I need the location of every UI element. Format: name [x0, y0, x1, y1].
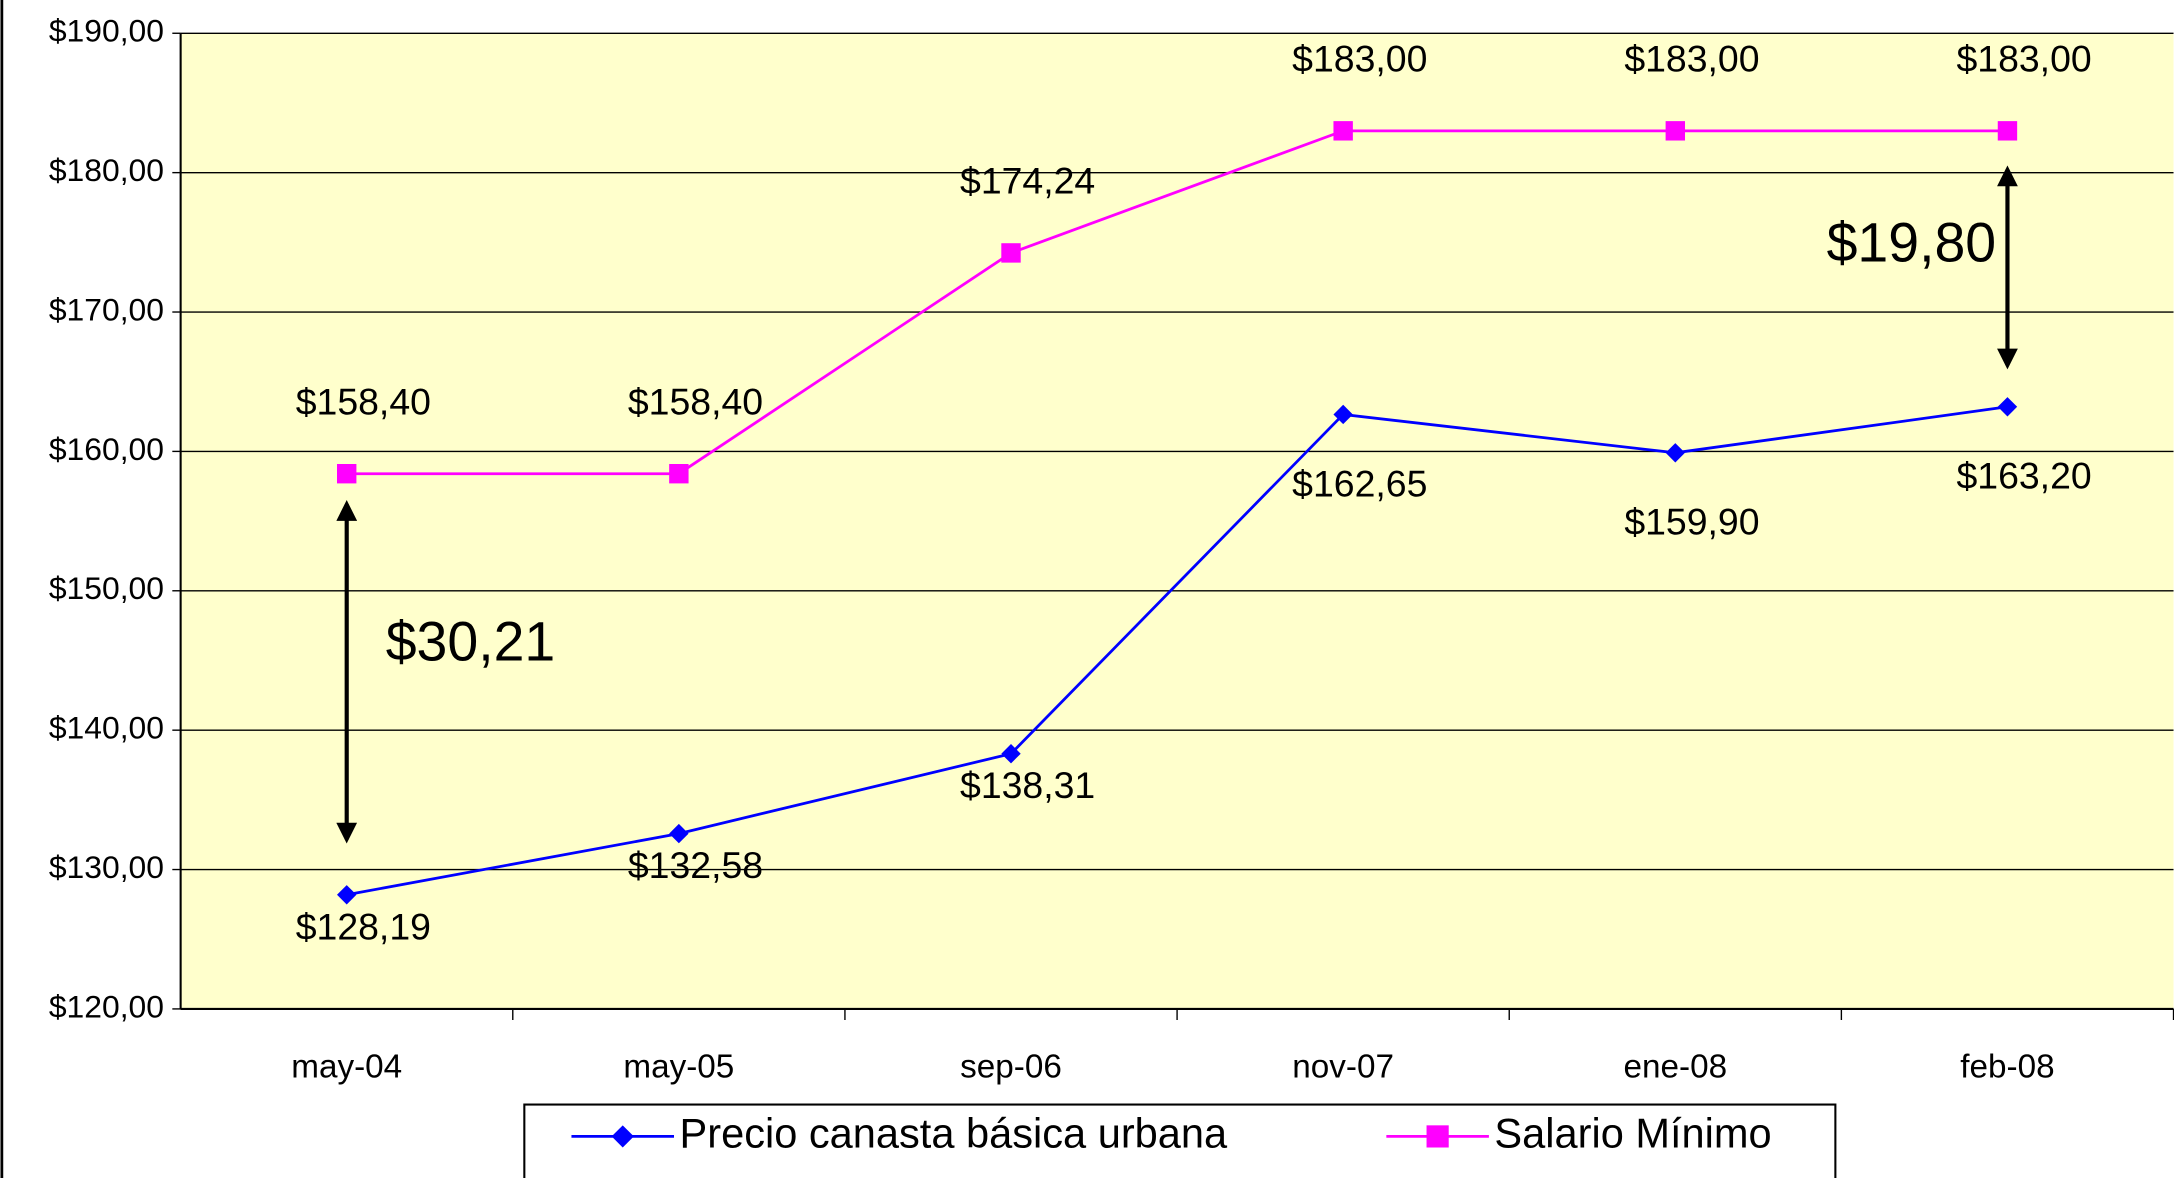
- point-marker: [1426, 1125, 1449, 1148]
- y-tick-label: $130,00: [49, 849, 164, 885]
- point-marker: [1665, 121, 1686, 141]
- y-tick-label: $170,00: [49, 291, 164, 327]
- data-label: $132,58: [628, 844, 763, 886]
- data-label: $183,00: [1956, 37, 2091, 79]
- x-tick-label: nov-07: [1292, 1048, 1394, 1085]
- data-label: $158,40: [296, 380, 431, 422]
- x-tick-label: sep-06: [960, 1048, 1062, 1085]
- plot-area: [180, 33, 2174, 1009]
- legend-label: Salario Mínimo: [1494, 1109, 1771, 1156]
- data-label: $183,00: [1292, 37, 1427, 79]
- series-line: [346, 129, 2008, 476]
- point-marker: [1333, 404, 1353, 425]
- y-tick-label: $120,00: [49, 988, 164, 1024]
- point-marker: [669, 823, 689, 844]
- data-label: $174,24: [960, 160, 1095, 202]
- data-label: $159,90: [1624, 501, 1759, 543]
- data-label: $163,20: [1956, 455, 2091, 497]
- data-label: $183,00: [1624, 37, 1759, 79]
- annotation: $19,80: [1827, 211, 1997, 273]
- y-tick-label: $150,00: [49, 570, 164, 606]
- data-label: $162,65: [1292, 462, 1427, 504]
- point-marker: [1333, 121, 1353, 141]
- x-tick-label: may-05: [623, 1048, 734, 1085]
- point-marker: [1997, 397, 2018, 417]
- data-label: $138,31: [960, 764, 1095, 806]
- point-marker: [669, 464, 689, 484]
- series-line: [346, 405, 2008, 897]
- x-tick-label: ene-08: [1624, 1048, 1728, 1085]
- legend-label: Precio canasta básica urbana: [680, 1109, 1228, 1156]
- point-marker: [1001, 243, 1021, 263]
- data-label: $158,40: [628, 380, 763, 422]
- point-marker: [337, 464, 357, 484]
- point-marker: [1997, 121, 2018, 141]
- y-tick-label: $190,00: [49, 13, 164, 49]
- data-label: $128,19: [296, 905, 431, 947]
- point-marker: [1001, 744, 1021, 764]
- legend-box: [523, 1103, 1837, 1178]
- x-tick-label: may-04: [291, 1048, 402, 1085]
- y-tick-label: $140,00: [49, 710, 164, 746]
- y-tick-label: $160,00: [49, 431, 164, 467]
- x-tick-label: feb-08: [1960, 1048, 2054, 1085]
- point-marker: [1665, 443, 1686, 463]
- annotation: $30,21: [386, 610, 556, 672]
- y-tick-label: $180,00: [49, 152, 164, 188]
